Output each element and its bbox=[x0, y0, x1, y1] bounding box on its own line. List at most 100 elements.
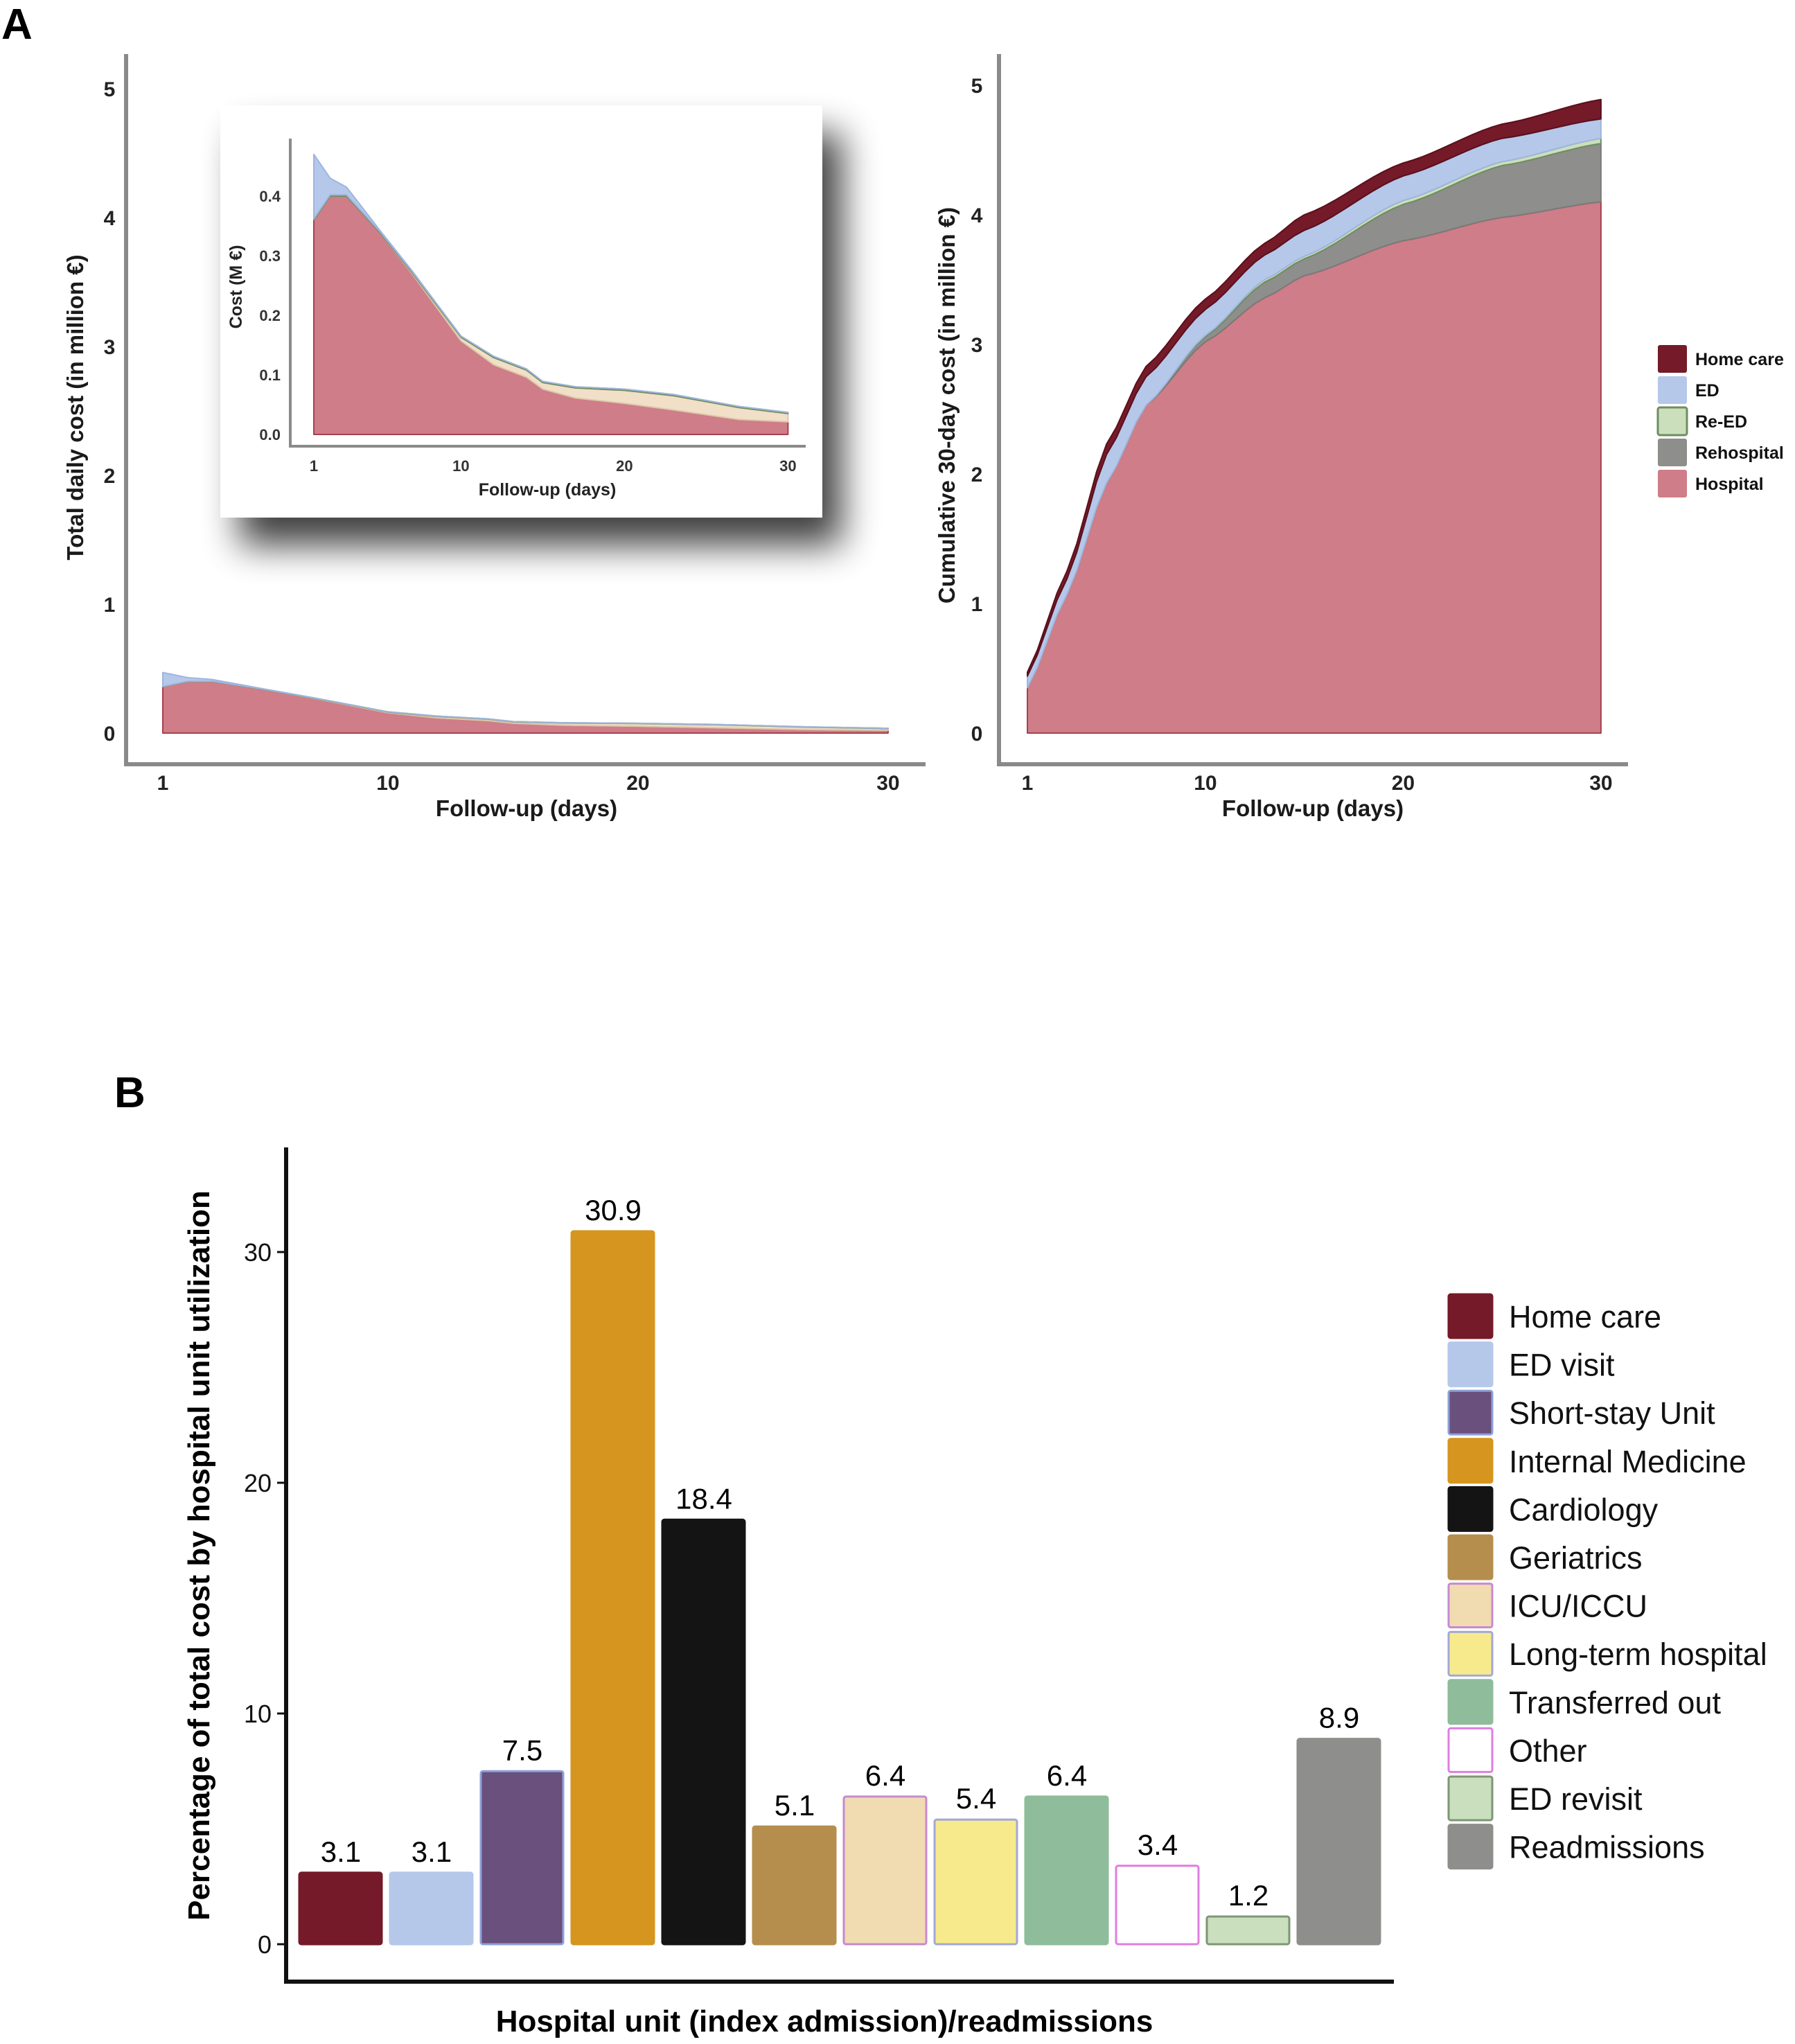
legend-label: Home care bbox=[1695, 350, 1784, 369]
legend-swatch bbox=[1447, 1775, 1494, 1822]
bar-value-label: 1.2 bbox=[1228, 1879, 1268, 1912]
bar-internal-medicine: 30.9 bbox=[570, 1194, 655, 1946]
legend-label: Short-stay Unit bbox=[1509, 1395, 1715, 1431]
x-tick-label: 10 bbox=[1194, 772, 1217, 795]
legend-swatch bbox=[1447, 1486, 1494, 1532]
legend-item: Long-term hospital bbox=[1447, 1630, 1767, 1677]
legend-item: Other bbox=[1447, 1727, 1587, 1773]
legend-label: Hospital bbox=[1695, 475, 1764, 494]
legend-label: Geriatrics bbox=[1509, 1540, 1643, 1576]
legend-swatch bbox=[1658, 470, 1687, 497]
x-tick-label: 1 bbox=[157, 772, 169, 795]
legend-swatch bbox=[1447, 1293, 1494, 1339]
legend-swatch bbox=[1447, 1727, 1494, 1773]
legend-label: Readmissions bbox=[1509, 1830, 1705, 1865]
legend-item: Hospital bbox=[1658, 470, 1764, 497]
y-axis-title: Cumulative 30-day cost (in million €) bbox=[934, 207, 960, 603]
y-tick-label: 20 bbox=[244, 1469, 272, 1497]
bar bbox=[1115, 1865, 1200, 1946]
legend-swatch bbox=[1447, 1438, 1494, 1484]
y-tick-label: 2 bbox=[971, 464, 983, 486]
bar bbox=[479, 1770, 565, 1946]
y-axis-title: Percentage of total cost by hospital uni… bbox=[182, 1190, 216, 1921]
legend-item: Internal Medicine bbox=[1447, 1438, 1747, 1484]
panel-a-letter: A bbox=[1, 1, 33, 49]
x-tick-label: 20 bbox=[626, 772, 649, 795]
area-home-care bbox=[1027, 98, 1602, 677]
area-hospital bbox=[162, 680, 889, 734]
bar-value-label: 3.1 bbox=[412, 1835, 452, 1868]
inset-x-tick-labels: 1 10 20 30 bbox=[310, 457, 797, 475]
legend-item: Re-ED bbox=[1656, 406, 1747, 437]
bar bbox=[752, 1825, 837, 1946]
x-tick-labels: 1 10 20 30 bbox=[1022, 772, 1613, 795]
x-axis-title: Follow-up (days) bbox=[436, 795, 617, 821]
legend-item: Transferred out bbox=[1447, 1679, 1721, 1725]
bar-other: 3.4 bbox=[1115, 1829, 1200, 1946]
legend-label: Home care bbox=[1509, 1299, 1661, 1334]
x-tick-labels: 1 10 20 30 bbox=[157, 772, 900, 795]
y-ticks: 0 10 20 30 bbox=[244, 1238, 286, 1959]
y-tick-labels: 0 1 2 3 4 5 bbox=[104, 78, 116, 746]
bar-icu-iccu: 6.4 bbox=[842, 1759, 928, 1946]
bar-home-care: 3.1 bbox=[298, 1835, 383, 1946]
bar-cardiology: 18.4 bbox=[661, 1482, 746, 1946]
cost-by-unit-bar-chart: 3.1 3.1 7.5 30.9 18.4 5.1 6.4 5.4 6.4 3.4 1.2 8.9 0… bbox=[182, 1147, 1767, 2038]
x-tick-label: 30 bbox=[1589, 772, 1612, 795]
inset-y-tick-label: 0.1 bbox=[259, 367, 281, 384]
bar-ed-visit: 3.1 bbox=[389, 1835, 474, 1946]
y-tick-label: 5 bbox=[971, 75, 983, 98]
x-tick-label: 20 bbox=[1392, 772, 1415, 795]
y-tick-label: 0 bbox=[971, 723, 983, 746]
bar-geriatrics: 5.1 bbox=[752, 1789, 837, 1946]
y-tick-label: 5 bbox=[104, 78, 116, 101]
bar-transferred-out: 6.4 bbox=[1024, 1759, 1109, 1946]
legend-item: ED bbox=[1658, 376, 1719, 404]
bar bbox=[1024, 1795, 1109, 1946]
cumulative-cost-areas bbox=[1027, 98, 1602, 734]
inset-x-tick-label: 30 bbox=[779, 457, 796, 475]
bar bbox=[933, 1818, 1018, 1946]
bar-value-label: 6.4 bbox=[1047, 1759, 1087, 1792]
area-ed bbox=[162, 671, 889, 730]
inset-x-tick-label: 1 bbox=[310, 457, 318, 475]
legend-swatch bbox=[1447, 1389, 1494, 1436]
y-tick-label: 0 bbox=[258, 1930, 272, 1959]
legend-item: Geriatrics bbox=[1447, 1534, 1643, 1580]
inset-y-tick-label: 0.4 bbox=[259, 188, 281, 205]
inset-y-tick-label: 0.3 bbox=[259, 247, 281, 265]
x-tick-label: 1 bbox=[1022, 772, 1034, 795]
area-ed bbox=[313, 153, 789, 414]
y-tick-label: 10 bbox=[244, 1700, 272, 1728]
bar-short-stay-unit: 7.5 bbox=[479, 1734, 565, 1946]
bar-value-label: 7.5 bbox=[502, 1734, 542, 1766]
y-tick-label: 4 bbox=[971, 204, 983, 227]
y-tick-labels: 0 1 2 3 4 5 bbox=[971, 75, 983, 746]
legend-swatch bbox=[1656, 406, 1688, 437]
cost-by-unit-legend: Home care ED visit Short-stay Unit Internal… bbox=[1447, 1293, 1767, 1870]
bar bbox=[661, 1518, 746, 1946]
legend-swatch bbox=[1658, 439, 1687, 466]
legend-swatch bbox=[1447, 1341, 1494, 1388]
panel-b-letter: B bbox=[114, 1069, 145, 1117]
y-tick-label: 4 bbox=[104, 207, 116, 230]
bar-value-label: 6.4 bbox=[865, 1759, 905, 1792]
x-tick-label: 30 bbox=[876, 772, 899, 795]
legend-item: ICU/ICCU bbox=[1447, 1583, 1647, 1629]
bar-value-label: 5.1 bbox=[775, 1789, 815, 1822]
y-axis-title: Total daily cost (in million €) bbox=[62, 254, 88, 560]
bar-value-label: 5.4 bbox=[956, 1782, 996, 1815]
inset-y-tick-label: 0.2 bbox=[259, 307, 281, 324]
legend-item: ED visit bbox=[1447, 1341, 1615, 1388]
x-tick-label: 10 bbox=[376, 772, 399, 795]
x-axis-title: Follow-up (days) bbox=[1222, 795, 1404, 821]
y-tick-label: 30 bbox=[244, 1238, 272, 1267]
legend-label: Transferred out bbox=[1509, 1685, 1721, 1720]
bar-value-label: 18.4 bbox=[675, 1482, 732, 1515]
legend-label: Internal Medicine bbox=[1509, 1444, 1747, 1479]
legend-label: ED visit bbox=[1509, 1348, 1615, 1383]
inset-frame bbox=[220, 105, 822, 518]
cumulative-cost-legend: Home care ED Re-ED Rehospital Hospital bbox=[1656, 345, 1784, 497]
y-tick-label: 3 bbox=[971, 334, 983, 357]
legend-swatch bbox=[1447, 1583, 1494, 1629]
